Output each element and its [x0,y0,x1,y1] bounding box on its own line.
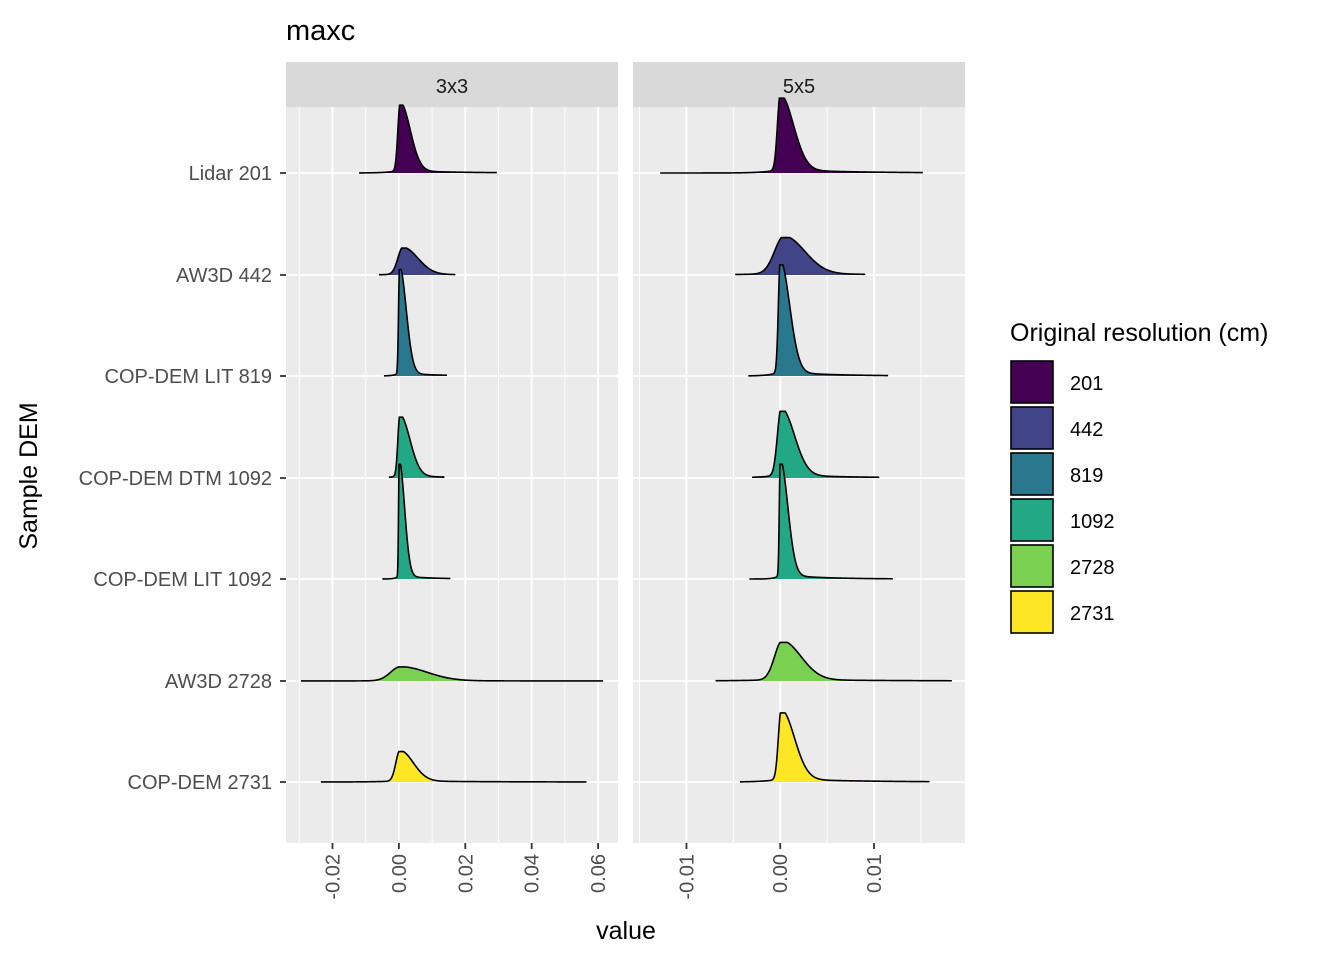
legend-label: 442 [1070,419,1103,441]
ridge-area-aw3d-442 [735,237,865,275]
ridge-area-aw3d-442 [378,248,456,275]
legend-title: Original resolution (cm) [1010,319,1268,347]
facet-panel-5x5: 5x5 -0.01 0.00 0.01 [633,62,965,900]
ridge-outline [359,104,497,174]
facet-panel-3x3: 3x3 -0.02 0.00 0.02 0.04 0.06 [286,62,618,900]
legend-label: 201 [1070,373,1103,395]
y-tick-label: AW3D 2728 [165,671,272,693]
ridge-outline [749,463,893,580]
facet-strip-label: 5x5 [783,76,815,98]
panel-background [286,107,618,843]
y-tick-label: COP-DEM LIT 819 [105,366,272,388]
ridge-outline [388,416,445,479]
legend-label: 2728 [1070,557,1115,579]
ridge-outline [382,463,451,580]
ridge-outline [739,712,930,783]
legend-key-201 [1010,360,1054,404]
y-axis: Lidar 201 AW3D 442 COP-DEM LIT 819 COP-DEM … [79,163,286,794]
x-tick-label: 0.00 [770,854,792,893]
ridge-outline [660,97,923,174]
legend-key-819 [1010,452,1054,496]
ridge-area-aw3d-2728 [715,642,952,681]
ridge-outline [715,641,952,682]
legend-label: 819 [1070,465,1103,487]
ridge-area-cop-dem-dtm-1092 [752,411,879,478]
ridge-area-lidar-201 [660,98,923,173]
legend-key-1092 [1010,498,1054,542]
chart-title: maxc [286,15,355,47]
y-tick-label: Lidar 201 [189,163,272,185]
x-tick-label: -0.01 [676,854,698,900]
y-tick-label: COP-DEM DTM 1092 [79,468,272,490]
ridge-area-cop-dem-lit-1092 [749,464,893,579]
y-tick-label: AW3D 442 [176,265,272,287]
ridge-area-cop-dem-2731 [739,712,930,782]
x-axis-title: value [596,917,656,945]
ridge-outline [735,236,866,276]
ridge-outline [300,666,604,682]
legend: Original resolution (cm) 201 442 819 1092 27… [1010,319,1268,634]
x-tick-label: 0.02 [455,854,477,893]
facet-strip [633,62,965,107]
x-tick-label: -0.02 [322,854,344,900]
x-tick-label: 0.06 [588,854,610,893]
facet-strip-label: 3x3 [436,76,468,98]
legend-label: 2731 [1070,603,1115,625]
x-tick-label: 0.01 [864,854,886,893]
y-axis-title: Sample DEM [15,402,43,549]
x-tick-label: 0.00 [389,854,411,893]
ridge-outline [383,268,448,377]
x-tick-label: 0.04 [522,854,544,893]
y-tick-label: COP-DEM LIT 1092 [93,569,272,591]
facet-panels: 3x3 -0.02 0.00 0.02 0.04 0.06 5x5 -0.01 0.00 0.01 [286,62,965,900]
legend-label: 1092 [1070,511,1115,533]
legend-key-442 [1010,406,1054,450]
legend-key-2731 [1010,590,1054,634]
ridge-area-cop-dem-dtm-1092 [388,417,444,478]
legend-key-2728 [1010,544,1054,588]
ridge-area-cop-dem-lit-819 [748,264,889,376]
ridge-outline [320,750,587,783]
y-tick-label: COP-DEM 2731 [128,772,273,794]
ridge-area-cop-dem-lit-819 [383,269,448,376]
facet-strip [286,62,618,107]
ridge-outline [748,264,889,377]
ridge-outline [752,410,880,479]
ridge-outline [378,247,456,276]
